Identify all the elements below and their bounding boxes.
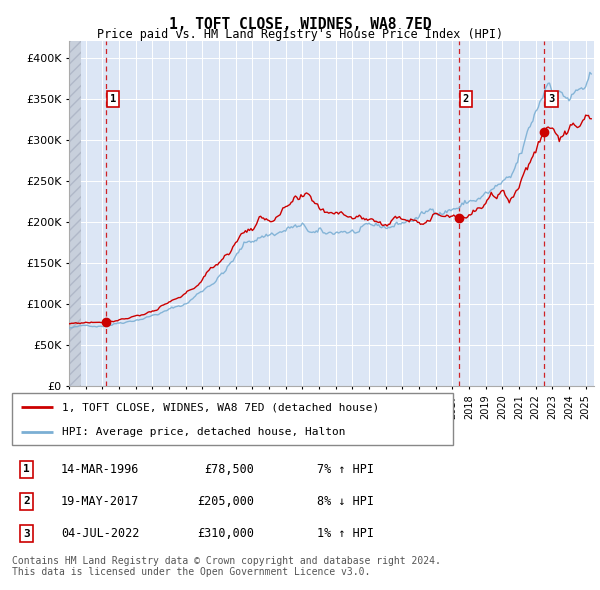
1, TOFT CLOSE, WIDNES, WA8 7ED (detached house) — [587, 115, 595, 122]
Text: HPI: Average price, detached house, Halton: HPI: Average price, detached house, Halt… — [62, 427, 345, 437]
Text: £205,000: £205,000 — [197, 495, 254, 508]
Text: Contains HM Land Registry data © Crown copyright and database right 2024.
This d: Contains HM Land Registry data © Crown c… — [12, 556, 441, 578]
HPI: Average price, detached house, Halton: (2e+03, 8.12e+04): Average price, detached house, Halton: (… — [133, 316, 140, 323]
Text: 19-MAY-2017: 19-MAY-2017 — [61, 495, 139, 508]
1, TOFT CLOSE, WIDNES, WA8 7ED (detached house) — [424, 217, 431, 224]
1, TOFT CLOSE, WIDNES, WA8 7ED (detached house) — [133, 312, 140, 319]
Text: Price paid vs. HM Land Registry's House Price Index (HPI): Price paid vs. HM Land Registry's House … — [97, 28, 503, 41]
HPI: Average price, detached house, Halton: (1.99e+03, 7.1e+04): Average price, detached house, Halton: (… — [65, 324, 73, 332]
Text: 14-MAR-1996: 14-MAR-1996 — [61, 463, 139, 476]
Text: 2: 2 — [463, 94, 469, 104]
Text: 1, TOFT CLOSE, WIDNES, WA8 7ED: 1, TOFT CLOSE, WIDNES, WA8 7ED — [169, 17, 431, 31]
Text: 04-JUL-2022: 04-JUL-2022 — [61, 527, 139, 540]
Text: 3: 3 — [548, 94, 554, 104]
1, TOFT CLOSE, WIDNES, WA8 7ED (detached house) — [124, 315, 131, 322]
1, TOFT CLOSE, WIDNES, WA8 7ED (detached house) — [577, 122, 584, 129]
Line: HPI: Average price, detached house, Halton: HPI: Average price, detached house, Halt… — [69, 73, 591, 328]
Text: 1: 1 — [110, 94, 116, 104]
HPI: Average price, detached house, Halton: (2e+03, 1.7e+05): Average price, detached house, Halton: (… — [239, 243, 246, 250]
Text: 8% ↓ HPI: 8% ↓ HPI — [317, 495, 374, 508]
Text: 1% ↑ HPI: 1% ↑ HPI — [317, 527, 374, 540]
Bar — [69, 41, 80, 386]
HPI: Average price, detached house, Halton: (2.02e+03, 3.62e+05): Average price, detached house, Halton: (… — [577, 85, 584, 92]
Text: 7% ↑ HPI: 7% ↑ HPI — [317, 463, 374, 476]
Text: £310,000: £310,000 — [197, 527, 254, 540]
Text: £78,500: £78,500 — [204, 463, 254, 476]
1, TOFT CLOSE, WIDNES, WA8 7ED (detached house) — [238, 230, 245, 237]
Line: 1, TOFT CLOSE, WIDNES, WA8 7ED (detached house): 1, TOFT CLOSE, WIDNES, WA8 7ED (detached… — [69, 115, 591, 324]
HPI: Average price, detached house, Halton: (2.02e+03, 2.13e+05): Average price, detached house, Halton: (… — [424, 208, 431, 215]
HPI: Average price, detached house, Halton: (2e+03, 1.67e+05): Average price, detached house, Halton: (… — [238, 245, 245, 253]
Text: 1, TOFT CLOSE, WIDNES, WA8 7ED (detached house): 1, TOFT CLOSE, WIDNES, WA8 7ED (detached… — [62, 402, 379, 412]
1, TOFT CLOSE, WIDNES, WA8 7ED (detached house) — [239, 230, 246, 237]
Text: 2: 2 — [23, 497, 30, 506]
FancyBboxPatch shape — [12, 394, 453, 445]
Text: 1: 1 — [23, 464, 30, 474]
HPI: Average price, detached house, Halton: (2.03e+03, 3.8e+05): Average price, detached house, Halton: (… — [587, 70, 595, 77]
Text: 3: 3 — [23, 529, 30, 539]
HPI: Average price, detached house, Halton: (2.03e+03, 3.82e+05): Average price, detached house, Halton: (… — [586, 69, 593, 76]
1, TOFT CLOSE, WIDNES, WA8 7ED (detached house) — [582, 112, 589, 119]
1, TOFT CLOSE, WIDNES, WA8 7ED (detached house) — [65, 320, 73, 327]
HPI: Average price, detached house, Halton: (2e+03, 7.88e+04): Average price, detached house, Halton: (… — [124, 318, 131, 325]
